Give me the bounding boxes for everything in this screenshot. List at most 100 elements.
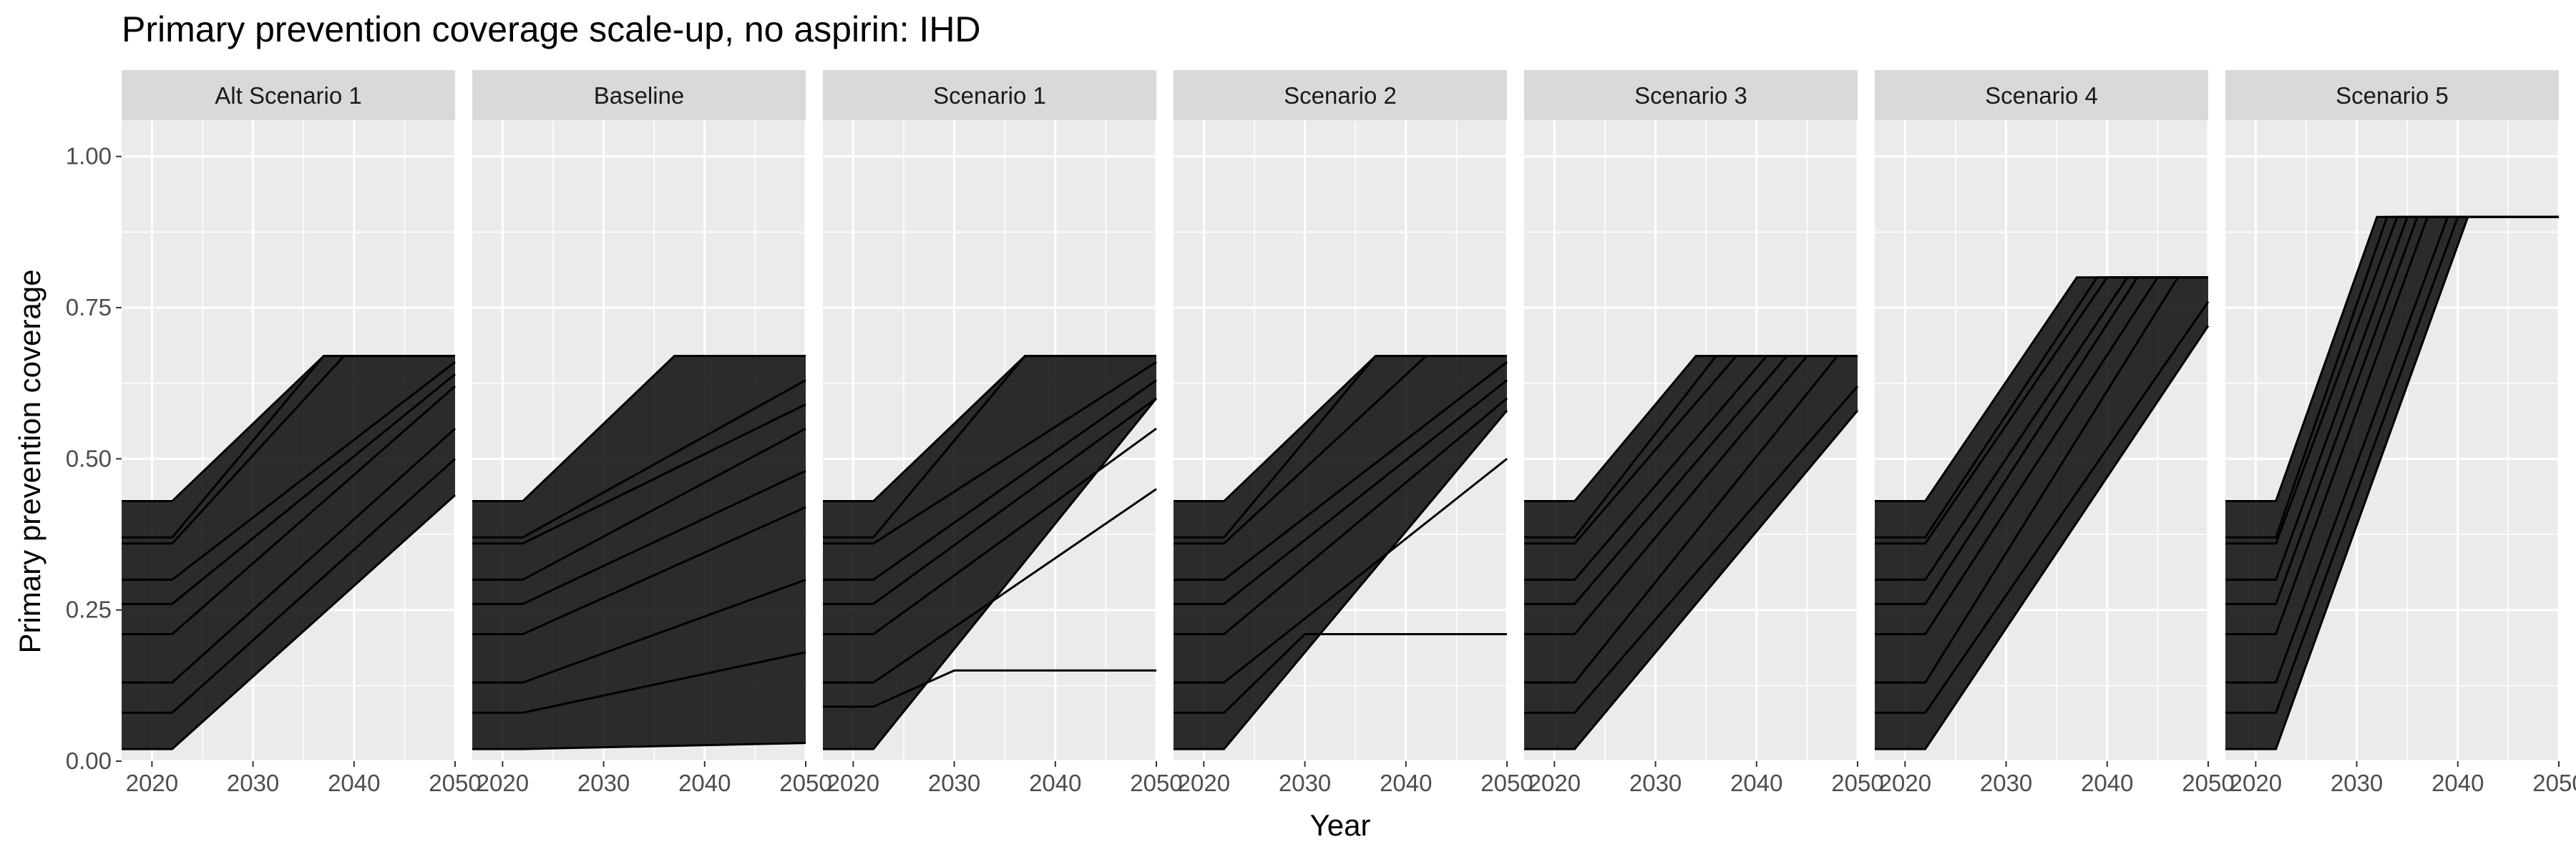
facet-strip-label: Scenario 1: [933, 82, 1046, 109]
panels-layer: Alt Scenario 1 2020 2030 2040 2050 0.00 0.25 0.…: [66, 70, 2576, 796]
facet-panel: Scenario 5 2020 2030 2040 2050: [2225, 70, 2576, 796]
series-line: [823, 361, 1157, 545]
facet-strip-label: Baseline: [594, 82, 685, 109]
series-line: [1174, 355, 1507, 545]
facet-strip-label: Scenario 4: [1985, 82, 2098, 109]
x-tick-label: 2040: [2081, 770, 2133, 796]
x-tick-label: 2050: [429, 770, 481, 796]
facet-panel: Scenario 1 2020 2030 2040 2050: [823, 70, 1183, 796]
x-tick-label: 2030: [1629, 770, 1682, 796]
x-tick-label: 2020: [1178, 770, 1230, 796]
x-tick-label: 2020: [1528, 770, 1581, 796]
series-line: [1174, 361, 1508, 581]
series-density-fill: [1524, 356, 1858, 750]
facet-strip: [1524, 70, 1858, 120]
series-line: [472, 742, 806, 750]
series-line: [1524, 385, 1859, 714]
series-line: [122, 458, 457, 714]
series-line: [1875, 276, 2208, 684]
series-line: [122, 385, 456, 635]
series-line: [122, 355, 455, 545]
facet-strip-label: Alt Scenario 1: [215, 82, 361, 109]
facet-strip-label: Scenario 5: [2336, 82, 2449, 109]
x-tick-label: 2020: [126, 770, 178, 796]
series-line: [1524, 355, 1858, 684]
x-tick-label: 2050: [779, 770, 831, 796]
y-tick-label: 0.75: [66, 294, 112, 320]
y-tick-label: 0.00: [66, 748, 112, 774]
series-line: [823, 379, 1157, 581]
facet-panel: Scenario 2 2020 2030 2040 2050: [1174, 70, 1533, 796]
y-tick-label: 1.00: [66, 143, 112, 170]
facet-strip: [1875, 70, 2208, 120]
series-line: [1875, 325, 2210, 750]
x-tick-label: 2020: [827, 770, 879, 796]
series-line: [823, 397, 1158, 750]
facet-strip: [2225, 70, 2559, 120]
x-tick-label: 2030: [1279, 770, 1331, 796]
x-tick-label: 2050: [2532, 770, 2576, 796]
y-tick-label: 0.25: [66, 597, 112, 623]
series-line: [1875, 300, 2210, 714]
facet-panel: Alt Scenario 1 2020 2030 2040 2050 0.00 0.25 0.…: [66, 70, 482, 796]
x-tick-label: 2050: [1130, 770, 1182, 796]
x-tick-label: 2030: [928, 770, 980, 796]
x-tick-label: 2040: [2431, 770, 2484, 796]
series-line: [823, 397, 1157, 605]
series-line: [122, 373, 456, 605]
series-line: [1174, 458, 1508, 684]
facet-panel: Scenario 3 2020 2030 2040 2050: [1524, 70, 1884, 796]
series-line: [2225, 215, 2559, 750]
series-line: [472, 379, 806, 539]
facet-panel: Scenario 4 2020 2030 2040 2050: [1875, 70, 2235, 796]
facet-strip: [122, 70, 455, 120]
series-line: [1174, 397, 1508, 635]
x-tick-label: 2040: [328, 770, 380, 796]
series-density-fill: [472, 356, 806, 750]
series-line: [472, 469, 806, 605]
facet-panel: Baseline 2020 2030 2040 2050: [472, 70, 832, 796]
series-line: [823, 355, 1156, 539]
facet-strip: [1174, 70, 1507, 120]
series-line: [472, 506, 806, 635]
x-tick-label: 2020: [2230, 770, 2282, 796]
series-density-fill: [122, 356, 455, 750]
series-line: [1174, 632, 1507, 714]
series-line: [122, 427, 457, 684]
x-tick-label: 2020: [1879, 770, 1931, 796]
x-tick-label: 2030: [227, 770, 279, 796]
series-line: [472, 579, 806, 684]
chart-title: Primary prevention coverage scale-up, no…: [122, 9, 981, 49]
y-tick-label: 0.50: [66, 445, 112, 471]
x-tick-label: 2020: [477, 770, 529, 796]
x-tick-label: 2050: [1831, 770, 1883, 796]
x-tick-label: 2050: [2182, 770, 2234, 796]
x-tick-label: 2030: [1980, 770, 2032, 796]
series-density-fill: [823, 356, 1156, 750]
series-density-fill: [2225, 217, 2559, 750]
y-axis-title: Primary prevention coverage: [13, 270, 47, 654]
series-line: [472, 403, 806, 545]
series-line: [122, 494, 457, 750]
series-line: [1174, 379, 1508, 605]
facet-strip-label: Scenario 3: [1634, 82, 1747, 109]
x-tick-label: 2030: [2331, 770, 2383, 796]
facet-strip: [472, 70, 806, 120]
x-tick-label: 2040: [678, 770, 731, 796]
x-axis-title: Year: [1310, 808, 1371, 842]
series-line: [472, 355, 806, 503]
x-tick-label: 2050: [1480, 770, 1533, 796]
series-line: [122, 361, 456, 581]
series-line: [1174, 409, 1508, 750]
series-line: [823, 427, 1157, 635]
x-tick-label: 2040: [1380, 770, 1432, 796]
series-density-fill: [1174, 356, 1507, 750]
x-tick-label: 2040: [1730, 770, 1782, 796]
series-line: [472, 651, 806, 714]
x-tick-label: 2040: [1029, 770, 1081, 796]
x-tick-label: 2030: [577, 770, 630, 796]
series-line: [472, 427, 806, 581]
series-line: [1524, 355, 1858, 635]
